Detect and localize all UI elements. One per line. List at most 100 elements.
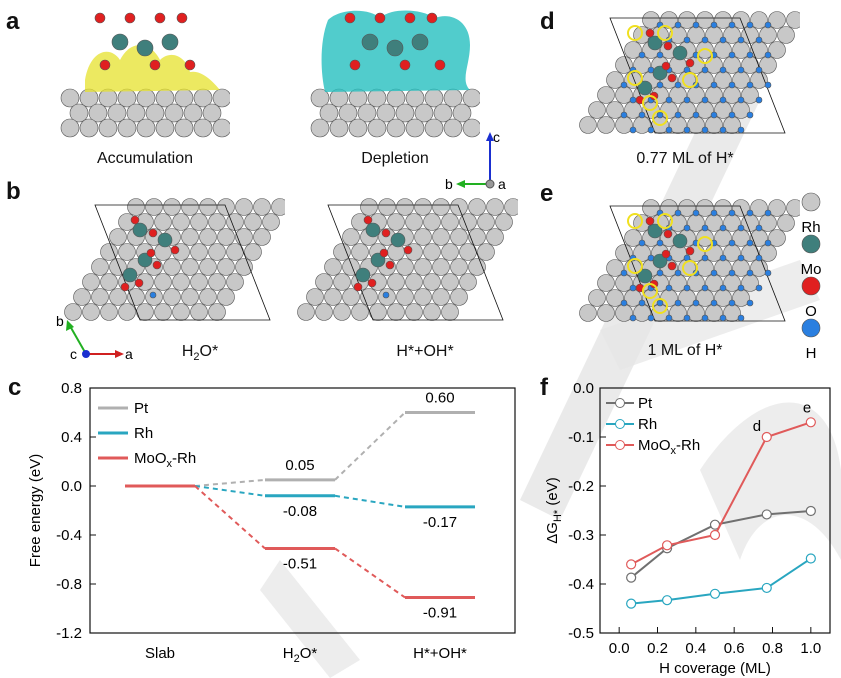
h-atom	[737, 254, 745, 262]
rh-atom	[315, 303, 333, 321]
h-atom	[674, 269, 682, 277]
rh-atom	[73, 288, 91, 306]
rh-atom	[486, 198, 504, 216]
rh-atom	[624, 41, 642, 59]
rh-atom	[432, 198, 450, 216]
chart-c-ytick-label: -0.8	[56, 576, 82, 593]
h-atom	[665, 96, 673, 104]
highlight-ring	[642, 95, 658, 111]
rh-atom	[386, 118, 406, 138]
h-oh-adsorption-structure-image	[297, 198, 518, 321]
o-atom	[403, 245, 413, 255]
unit-cell-outline	[94, 204, 271, 321]
rh-atom	[190, 213, 208, 231]
h-atom	[764, 239, 772, 247]
rh-atom	[606, 259, 624, 277]
h-atom	[710, 81, 718, 89]
data-point	[661, 540, 673, 551]
rh-atom	[100, 303, 118, 321]
mo-atom	[386, 39, 404, 57]
panel-label-a: a	[6, 8, 20, 35]
rh-atom	[235, 258, 253, 276]
rh-atom	[235, 228, 253, 246]
chart-f-xtick-label: 0.0	[609, 640, 630, 657]
data-point	[761, 509, 772, 520]
h-atom	[737, 126, 745, 134]
o-atom	[349, 59, 361, 71]
rh-atom	[154, 303, 172, 321]
h-atom	[674, 81, 682, 89]
h-atom	[683, 126, 691, 134]
chart-c-ytick-label: 0.4	[61, 429, 82, 446]
h-atom	[764, 51, 772, 59]
o-atom	[146, 248, 156, 258]
chart-f-xtick-label: 1.0	[800, 640, 821, 657]
o-atom	[152, 260, 162, 270]
highlight-ring	[657, 213, 673, 229]
h-atom	[620, 299, 628, 307]
series-line	[630, 509, 811, 579]
legend-atom-rh	[801, 192, 821, 212]
chart-f-ytick-label: -0.3	[568, 527, 594, 544]
rh-atom	[714, 199, 732, 217]
data-point	[761, 582, 772, 594]
rh-atom	[597, 304, 615, 322]
h-atom	[683, 36, 691, 44]
rh-atom	[462, 88, 480, 108]
rh-atom	[360, 198, 378, 216]
h-atom	[656, 51, 664, 59]
panel-label-b: b	[6, 178, 21, 205]
h-atom	[755, 66, 763, 74]
accumulation-structure-image	[60, 12, 230, 138]
series-rh	[626, 553, 816, 609]
rh-atom	[423, 273, 441, 291]
chart-delta-g: 0.0 -0.1 -0.2 -0.3 -0.4 -0.5 0.0 0.2 0.4 0.6 0.8 1.…	[545, 380, 831, 677]
caption-accumulation: Accumulation	[96, 150, 194, 167]
axis-b-label: b	[445, 176, 453, 192]
rh-atom	[190, 243, 208, 261]
chart-c-ytick-label: 0.8	[61, 380, 82, 397]
h-atom	[629, 284, 637, 292]
h-atom	[701, 314, 709, 322]
h-atom	[674, 111, 682, 119]
rh-atom	[462, 118, 480, 138]
o-atom	[99, 59, 111, 71]
rh-atom	[678, 199, 696, 217]
chart-c-ytick-label: -0.4	[56, 527, 82, 544]
h-atom	[382, 291, 390, 299]
rh-atom	[432, 228, 450, 246]
h-atom	[746, 81, 754, 89]
caption-077ml: 0.77 ML of H*	[636, 150, 734, 167]
o-atom	[120, 282, 130, 292]
highlight-ring	[682, 260, 698, 276]
legend-atom-h	[801, 318, 821, 338]
h-atom	[701, 126, 709, 134]
mo-atom	[122, 267, 138, 283]
rh-atom	[202, 103, 222, 123]
o-atom	[134, 278, 144, 288]
legend-label-mo: Mo	[801, 261, 822, 278]
highlight-ring	[657, 25, 673, 41]
rh-atom	[588, 101, 606, 119]
h-atom	[755, 284, 763, 292]
rh-atom	[441, 213, 459, 231]
rh-atom	[768, 229, 786, 247]
rh-atom	[127, 198, 145, 216]
rh-atom	[441, 303, 459, 321]
rh-atom	[98, 118, 118, 138]
rh-atom	[172, 213, 190, 231]
o-atom	[374, 12, 386, 24]
rh-atom	[164, 103, 184, 123]
annotation-d: d	[753, 418, 761, 435]
chart-c-ylabel: Free energy (eV)	[27, 454, 44, 567]
rh-atom	[441, 243, 459, 261]
o-atom	[663, 41, 673, 51]
rh-atom	[348, 118, 368, 138]
rh-atom	[342, 228, 360, 246]
chart-c-frame	[89, 387, 516, 634]
rh-atom	[199, 258, 217, 276]
rh-atom	[432, 288, 450, 306]
h-atom	[665, 314, 673, 322]
mo-atom	[161, 33, 179, 51]
legend-label-o: O	[805, 303, 817, 320]
